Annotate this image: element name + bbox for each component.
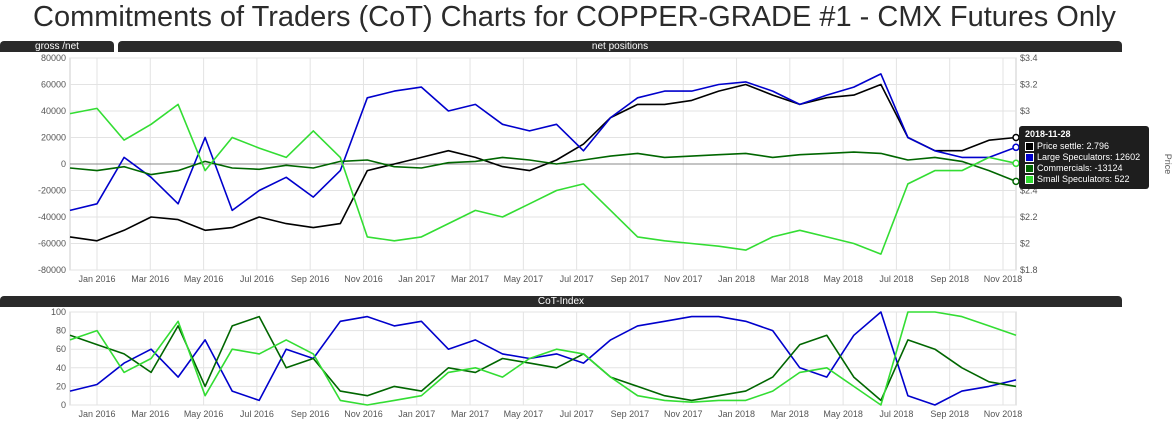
x-tick-label: May 2016 — [184, 409, 224, 419]
y-tick-label: 40000 — [41, 106, 66, 116]
y-tick-label: -40000 — [38, 212, 66, 222]
x-tick-label: Jul 2018 — [879, 409, 913, 419]
x-tick-label: Sep 2018 — [930, 409, 969, 419]
series-line: Price settle — [69, 83, 1017, 242]
x-tick-label: Nov 2016 — [344, 274, 383, 284]
y-tick-label: 80000 — [41, 53, 66, 63]
y2-tick-label: $2 — [1020, 239, 1030, 249]
x-tick-label: Jul 2016 — [240, 409, 274, 419]
y2-tick-label: $2.2 — [1020, 212, 1038, 222]
x-tick-label: Sep 2016 — [291, 274, 330, 284]
x-tick-label: May 2018 — [823, 409, 863, 419]
x-tick-label: Jul 2017 — [560, 274, 594, 284]
x-tick-label: Jan 2018 — [718, 274, 755, 284]
y-tick-label: 80 — [56, 326, 66, 336]
cot-index-chart: 100 80 60 40 20 0 Jan 2016 Mar 2016 May 2016 Jul … — [51, 307, 1022, 419]
x-tick-label: Nov 2018 — [984, 409, 1023, 419]
x-tick-label: Mar 2017 — [451, 409, 489, 419]
y-tick-label: -20000 — [38, 186, 66, 196]
y-tick-label: 0 — [61, 159, 66, 169]
y-tick-label: 20 — [56, 381, 66, 391]
x-tick-label: Sep 2016 — [291, 409, 330, 419]
x-tick-label: Nov 2016 — [344, 409, 383, 419]
x-tick-label: Sep 2018 — [930, 274, 969, 284]
y-tick-label: -60000 — [38, 239, 66, 249]
y2-tick-label: $2.4 — [1020, 186, 1038, 196]
series-line: Large Speculators — [69, 73, 1017, 212]
x-tick-label: Jan 2016 — [78, 274, 115, 284]
y-tick-label: -80000 — [38, 265, 66, 275]
x-tick-label: May 2017 — [504, 274, 544, 284]
x-tick-label: Mar 2017 — [451, 274, 489, 284]
tooltip-row: Price settle: 2.796 — [1025, 141, 1143, 152]
x-tick-label: Mar 2016 — [131, 409, 169, 419]
tab-net-positions[interactable]: net positions — [118, 41, 1122, 52]
y2-tick-label: $1.8 — [1020, 265, 1038, 275]
series-line: Large Speculators — [69, 311, 1017, 406]
chart-tooltip: 2018-11-28 Price settle: 2.796 Large Spe… — [1019, 126, 1149, 189]
y-tick-label: 20000 — [41, 133, 66, 143]
x-tick-label: Jan 2017 — [398, 409, 435, 419]
x-tick-label: Sep 2017 — [611, 274, 650, 284]
tooltip-label: Price settle: 2.796 — [1037, 141, 1110, 151]
y2-tick-label: $3 — [1020, 106, 1030, 116]
x-tick-label: Sep 2017 — [611, 409, 650, 419]
tooltip-swatch — [1025, 142, 1034, 151]
x-tick-label: Nov 2017 — [664, 409, 703, 419]
net-positions-chart: 80000 60000 40000 20000 0 -20000 -40000 -60000 -… — [38, 53, 1173, 284]
series-line: Small Speculators — [69, 311, 1017, 406]
series-line: Commercials — [69, 315, 1017, 402]
tooltip-row: Large Speculators: 12602 — [1025, 152, 1143, 163]
x-tick-label: Mar 2016 — [131, 274, 169, 284]
y-tick-label: 60000 — [41, 80, 66, 90]
x-tick-label: Nov 2018 — [984, 274, 1023, 284]
plot-frame — [69, 311, 1017, 406]
x-tick-label: Mar 2018 — [771, 274, 809, 284]
y-tick-label: 40 — [56, 363, 66, 373]
x-tick-label: May 2018 — [823, 274, 863, 284]
y-tick-label: 0 — [61, 400, 66, 410]
x-tick-label: Jul 2016 — [240, 274, 274, 284]
tooltip-label: Commercials: -13124 — [1037, 163, 1123, 173]
x-tick-label: Nov 2017 — [664, 274, 703, 284]
y2-tick-label: $3.4 — [1020, 53, 1038, 63]
x-tick-label: Jul 2017 — [560, 409, 594, 419]
tooltip-swatch — [1025, 153, 1034, 162]
tab-gross-net[interactable]: gross /net — [0, 41, 114, 52]
y2-tick-label: $3.2 — [1020, 80, 1038, 90]
x-tick-label: Jan 2017 — [398, 274, 435, 284]
x-tick-label: Jul 2018 — [879, 274, 913, 284]
tooltip-label: Small Speculators: 522 — [1037, 174, 1130, 184]
y2-axis-label: Price — [1163, 154, 1173, 175]
tooltip-swatch — [1025, 164, 1034, 173]
x-tick-label: May 2017 — [504, 409, 544, 419]
series-line: Commercials — [69, 151, 1017, 183]
tab-cot-index[interactable]: CoT-Index — [0, 296, 1122, 307]
y-tick-label: 60 — [56, 344, 66, 354]
page-title: Commitments of Traders (CoT) Charts for … — [33, 1, 1116, 33]
tooltip-row: Commercials: -13124 — [1025, 163, 1143, 174]
x-tick-label: May 2016 — [184, 274, 224, 284]
x-tick-label: Jan 2016 — [78, 409, 115, 419]
y-tick-label: 100 — [51, 307, 66, 317]
tooltip-row: Small Speculators: 522 — [1025, 174, 1143, 185]
tooltip-date: 2018-11-28 — [1025, 129, 1071, 139]
series-line: Small Speculators — [69, 103, 1017, 255]
tooltip-swatch — [1025, 175, 1034, 184]
x-tick-label: Mar 2018 — [771, 409, 809, 419]
tooltip-label: Large Speculators: 12602 — [1037, 152, 1141, 162]
x-tick-label: Jan 2018 — [718, 409, 755, 419]
